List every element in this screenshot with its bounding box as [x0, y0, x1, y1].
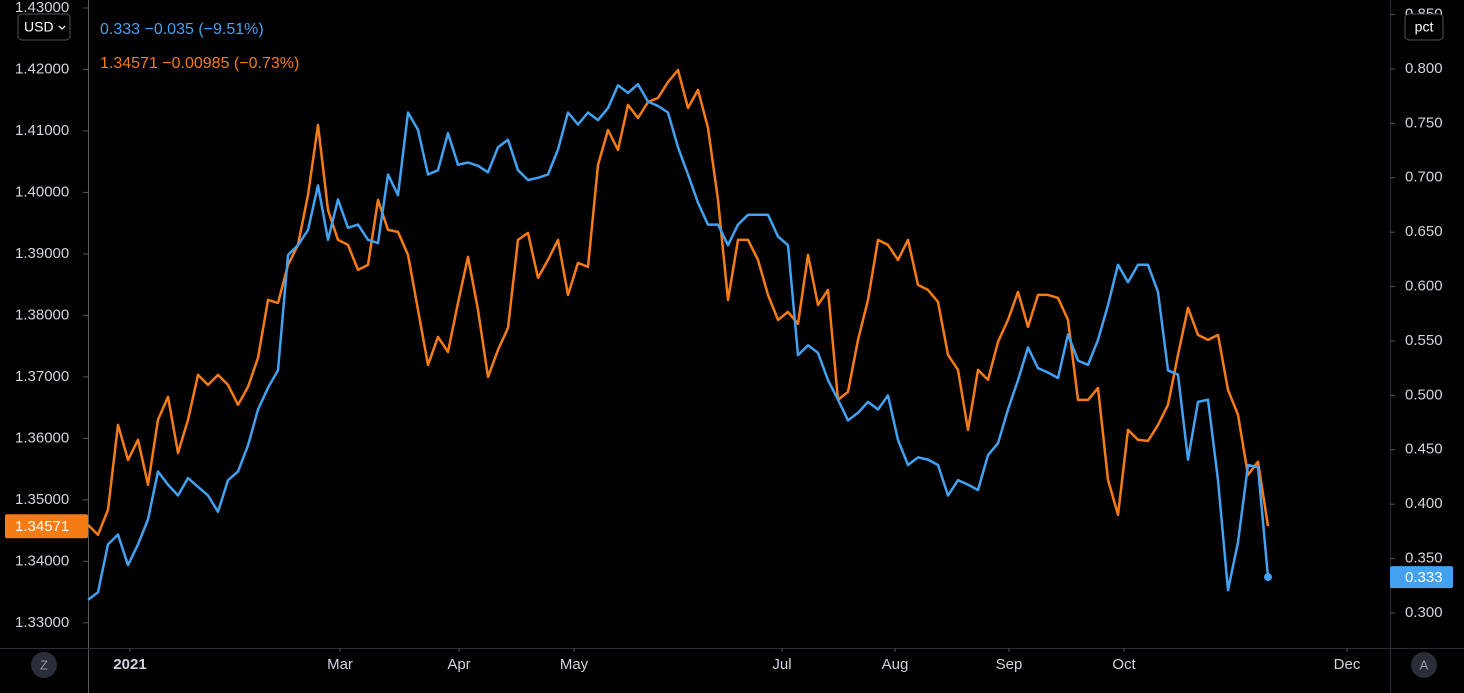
- left-button-label[interactable]: Z: [40, 657, 48, 672]
- y-tick-label: 1.34000: [15, 552, 69, 569]
- x-tick-label: May: [560, 656, 589, 673]
- series-line: [87, 82, 1270, 601]
- currency-label[interactable]: USD: [24, 19, 54, 35]
- y2-tick-label: 0.650: [1405, 223, 1443, 240]
- unit-button[interactable]: [1404, 13, 1444, 41]
- y-tick-label: 1.35000: [15, 491, 69, 508]
- last-point: [1264, 573, 1272, 582]
- legend-entry: 0.333 −0.035 (−9.51%): [100, 21, 264, 38]
- x-tick-label: Dec: [1334, 656, 1361, 673]
- x-tick-label: Mar: [327, 656, 353, 673]
- left-button[interactable]: [31, 652, 57, 678]
- y2-tick-label: 0.800: [1405, 60, 1443, 77]
- last-value-badge: [5, 514, 88, 539]
- y-tick-label: 1.38000: [15, 306, 69, 323]
- last-value-label: 1.34571: [15, 518, 69, 535]
- last-value-badge: [1390, 566, 1453, 589]
- y-tick-label: 1.36000: [15, 429, 69, 446]
- y-tick-label: 1.39000: [15, 245, 69, 262]
- y-tick-label: 1.42000: [15, 60, 69, 77]
- overlay: USD pct Z A 0.333 −0.035 (−9.51%) 1.34571…: [5, 13, 1453, 678]
- y2-tick-label: 0.750: [1405, 114, 1443, 131]
- x-tick-label: Jul: [772, 656, 791, 673]
- right-button[interactable]: [1411, 652, 1437, 678]
- currency-caret: [58, 25, 66, 30]
- legend-entry: 1.34571 −0.00985 (−0.73%): [100, 55, 299, 72]
- x-tick-label: Aug: [882, 656, 909, 673]
- x-tick-label: Oct: [1112, 656, 1136, 673]
- x-tick-label: 2021: [113, 656, 146, 673]
- right-button-label[interactable]: A: [1420, 657, 1429, 672]
- x-tick-label: Apr: [447, 656, 470, 673]
- y2-tick-label: 0.300: [1405, 604, 1443, 621]
- y2-tick-label: 0.550: [1405, 332, 1443, 349]
- y-tick-label: 1.43000: [15, 0, 69, 16]
- plot-area: 1.33000 1.34000 1.35000 1.36000 1.37000 1.380…: [15, 0, 1443, 673]
- y-tick-label: 1.33000: [15, 614, 69, 631]
- unit-label[interactable]: pct: [1415, 19, 1434, 35]
- last-value-label: 0.333: [1405, 569, 1443, 586]
- y-tick-label: 1.40000: [15, 183, 69, 200]
- y2-tick-label: 0.500: [1405, 386, 1443, 403]
- y-tick-label: 1.37000: [15, 368, 69, 385]
- y2-tick-label: 0.700: [1405, 169, 1443, 186]
- x-tick-label: Sep: [996, 656, 1023, 673]
- y2-tick-label: 0.350: [1405, 550, 1443, 567]
- y2-tick-label: 0.450: [1405, 441, 1443, 458]
- y2-tick-label: 0.600: [1405, 278, 1443, 295]
- y-tick-label: 1.41000: [15, 122, 69, 139]
- currency-button[interactable]: [17, 13, 71, 41]
- y2-tick-label: 0.400: [1405, 495, 1443, 512]
